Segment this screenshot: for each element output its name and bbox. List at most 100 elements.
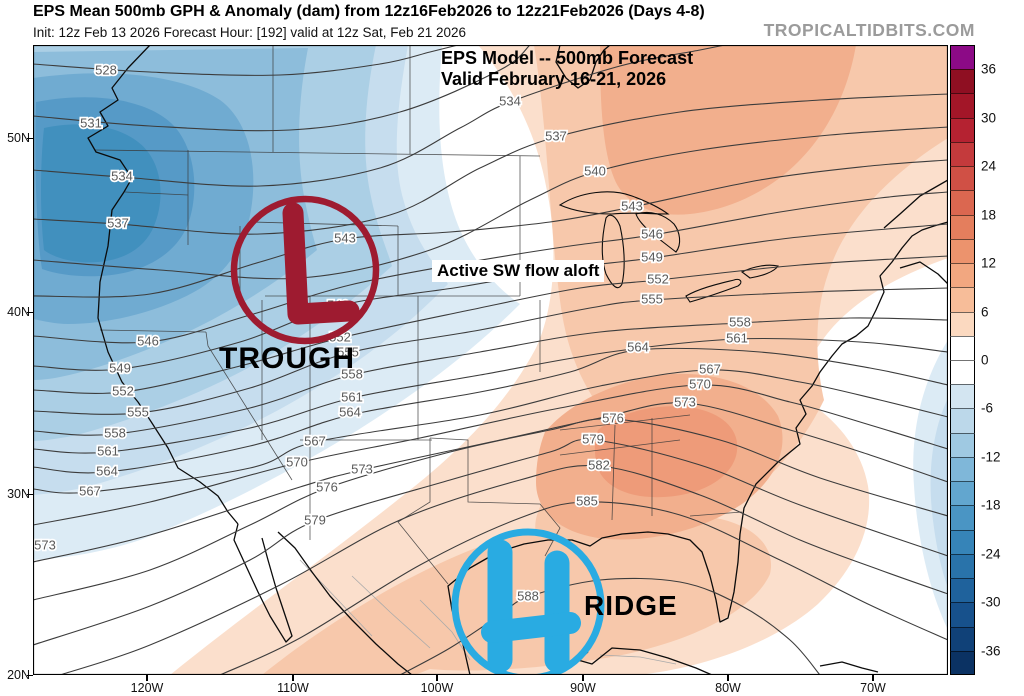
contour-label: 561 bbox=[726, 330, 748, 345]
colorbar: 36 30 24 18 12 6 0 -6 -12 -18 -24 -30 -36 bbox=[950, 45, 1024, 675]
anomaly-region bbox=[594, 406, 738, 498]
colorbar-label: -12 bbox=[981, 449, 1001, 465]
colorbar-cell bbox=[950, 141, 975, 167]
coastline bbox=[819, 661, 879, 673]
contour-line-570 bbox=[33, 384, 948, 526]
contour-label: 570 bbox=[689, 376, 711, 391]
contour-line-546 bbox=[33, 191, 948, 344]
contour-label: 570 bbox=[286, 454, 308, 469]
contour-label: 573 bbox=[351, 461, 373, 476]
contour-line-549 bbox=[33, 223, 948, 371]
great-lake bbox=[635, 211, 681, 253]
lat-tick-label: 40N bbox=[7, 305, 30, 319]
colorbar-cell bbox=[950, 505, 975, 530]
contour-line-558 bbox=[33, 317, 948, 436]
contour-line-537 bbox=[33, 93, 948, 235]
colorbar-label: -30 bbox=[981, 594, 1001, 610]
lon-tick-mark bbox=[292, 675, 294, 681]
contour-label: 558 bbox=[729, 314, 751, 329]
contour-label: 579 bbox=[304, 512, 326, 527]
trough-label: TROUGH bbox=[219, 342, 355, 375]
contour-line-540 bbox=[33, 126, 948, 280]
contour-label: 543 bbox=[334, 230, 356, 245]
coastline bbox=[555, 45, 611, 89]
anomaly-region bbox=[600, 45, 856, 215]
coastline bbox=[87, 45, 239, 525]
state-border bbox=[251, 221, 399, 227]
coastline bbox=[277, 531, 413, 675]
contour-label: 567 bbox=[699, 361, 721, 376]
trough-symbol bbox=[230, 195, 380, 345]
contour-label: 546 bbox=[641, 226, 663, 241]
contour-label: 585 bbox=[576, 493, 598, 508]
coastline bbox=[233, 523, 293, 643]
colorbar-cell bbox=[950, 263, 975, 288]
contour-label: 564 bbox=[96, 463, 118, 478]
state-border bbox=[99, 329, 207, 333]
contour-label: 567 bbox=[304, 433, 326, 448]
colorbar-label: 0 bbox=[981, 352, 989, 368]
colorbar-cell bbox=[950, 190, 975, 215]
colorbar-label: 36 bbox=[981, 61, 997, 77]
lon-tick-label: 110W bbox=[277, 681, 309, 695]
contour-line-561 bbox=[33, 337, 948, 454]
anomaly-region bbox=[262, 512, 772, 675]
map-canvas: 528 531 534 534 537 537 540 543 543 546 546 549 549 5… bbox=[33, 45, 948, 675]
colorbar-cell bbox=[950, 456, 975, 482]
contour-label: 549 bbox=[109, 360, 131, 375]
contour-line-573 bbox=[33, 402, 948, 563]
colorbar-cell bbox=[950, 529, 975, 554]
colorbar-label: 30 bbox=[981, 110, 997, 126]
state-border bbox=[397, 438, 449, 585]
ridge-symbol bbox=[451, 528, 605, 675]
lon-tick-mark bbox=[872, 675, 874, 681]
contour-label: 558 bbox=[341, 366, 363, 381]
colorbar-cell bbox=[950, 214, 975, 239]
contour-label: 537 bbox=[545, 128, 567, 143]
colorbar-cell bbox=[950, 335, 975, 360]
lon-tick-mark bbox=[582, 675, 584, 681]
contour-label: 555 bbox=[641, 291, 663, 306]
contour-line-552 bbox=[33, 255, 948, 394]
lat-tick-mark bbox=[27, 311, 33, 313]
colorbar-label: -36 bbox=[981, 643, 1001, 659]
lon-tick-label: 90W bbox=[570, 681, 596, 695]
ridge-label: RIDGE bbox=[584, 590, 678, 621]
contour-label: 567 bbox=[79, 483, 101, 498]
model-note: EPS Model -- 500mb Forecast Valid Februa… bbox=[441, 48, 693, 90]
contour-line-534 bbox=[33, 45, 726, 187]
lat-tick-mark bbox=[27, 674, 33, 676]
colorbar-cell bbox=[950, 553, 975, 579]
colorbar-label: 24 bbox=[981, 158, 997, 174]
colorbar-cell bbox=[950, 117, 975, 142]
contour-label: 564 bbox=[627, 339, 649, 354]
contour-line-531 bbox=[33, 45, 531, 132]
colorbar-cell bbox=[950, 93, 975, 118]
colorbar-cell bbox=[950, 69, 975, 94]
coastline bbox=[883, 179, 948, 229]
contour-label: 558 bbox=[104, 425, 126, 440]
contour-label: 543 bbox=[621, 198, 643, 213]
colorbar-cell bbox=[950, 238, 975, 264]
colorbar-label: 6 bbox=[981, 304, 989, 320]
great-lake bbox=[740, 264, 779, 279]
site-watermark: TROPICALTIDBITS.COM bbox=[763, 20, 975, 40]
contour-line-576 bbox=[33, 418, 948, 601]
colorbar-cell bbox=[950, 578, 975, 603]
contour-label: 561 bbox=[341, 389, 363, 404]
lat-tick-label: 50N bbox=[7, 131, 30, 145]
colorbar-cell bbox=[950, 45, 975, 70]
lon-tick-label: 80W bbox=[715, 681, 741, 695]
colorbar-cell bbox=[950, 311, 975, 336]
colorbar-label: -6 bbox=[981, 400, 994, 416]
low-L-glyph bbox=[282, 202, 360, 325]
contour-label: 588 bbox=[517, 588, 539, 603]
contour-label: 576 bbox=[316, 479, 338, 494]
colorbar-cell bbox=[950, 408, 975, 433]
flow-note: Active SW flow aloft bbox=[432, 260, 605, 282]
contour-line-582 bbox=[59, 464, 948, 675]
lon-tick-label: 100W bbox=[420, 681, 454, 695]
contour-line-543 bbox=[33, 159, 948, 298]
contour-label: 549 bbox=[641, 249, 663, 264]
